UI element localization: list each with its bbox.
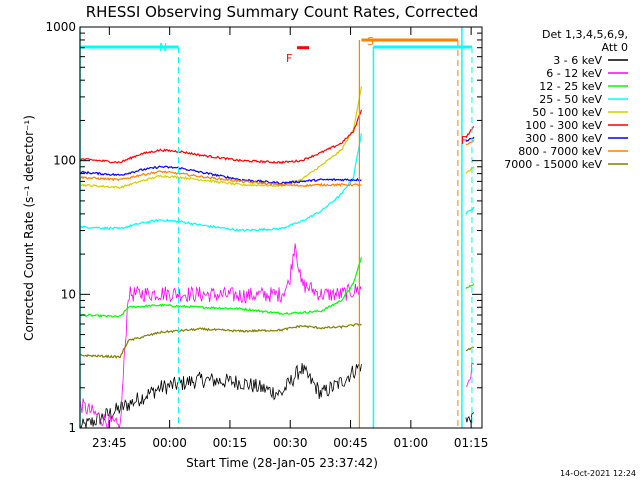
legend-label-9: 7000 - 15000 keV: [504, 158, 602, 171]
legend-label-6: 100 - 300 keV: [525, 119, 602, 132]
series-layer: [79, 86, 475, 430]
series-line-5-seg-1: [80, 86, 362, 190]
legend-label-3: 12 - 25 keV: [539, 80, 602, 93]
x-tick-label-2: 00:00: [152, 436, 187, 450]
plot-area: [80, 27, 482, 428]
x-tick-label-5: 00:45: [333, 436, 368, 450]
series-line-1-seg-2: [465, 412, 475, 424]
x-tick-label-3: 00:15: [213, 436, 248, 450]
plot-frame: [79, 26, 483, 429]
series-line-4-seg-2: [465, 206, 475, 215]
x-tick-label-4: 00:30: [273, 436, 308, 450]
chart-title: RHESSI Observing Summary Count Rates, Co…: [86, 3, 479, 21]
legend-label-1: 3 - 6 keV: [553, 54, 602, 67]
series-line-6-seg-1: [79, 109, 362, 165]
series-line-2-seg-1: [79, 243, 362, 429]
x-tick-label-1: 23:45: [92, 436, 127, 450]
footer-date: 14-Oct-2021 12:24: [560, 469, 636, 478]
y-tick-label-2: 10: [61, 287, 76, 301]
y-tick-label-3: 100: [53, 154, 76, 168]
y-tick-label-1: 1: [68, 421, 76, 435]
annotation-2: F: [286, 52, 292, 65]
y-axis-label: Corrected Count Rate (s⁻¹ detector⁻¹): [22, 115, 36, 341]
series-line-1-seg-1: [79, 363, 362, 430]
plot-background: [80, 27, 482, 428]
series-line-7-seg-1: [79, 165, 362, 185]
axes: [79, 26, 483, 429]
series-line-7-seg-2: [465, 136, 475, 142]
legend-label-7: 300 - 800 keV: [525, 132, 602, 145]
series-line-9-seg-1: [79, 323, 362, 359]
series-line-8-seg-2: [465, 139, 475, 146]
series-line-2-seg-2: [465, 362, 475, 387]
legend-header-2: Att 0: [602, 41, 628, 54]
legend-label-2: 6 - 12 keV: [546, 67, 602, 80]
y-tick-label-4: 1000: [45, 20, 76, 34]
series-line-4-seg-1: [79, 133, 362, 233]
series-line-8-seg-1: [80, 170, 362, 188]
series-line-9-seg-2: [465, 346, 475, 352]
legend-label-5: 50 - 100 keV: [532, 106, 602, 119]
legend-header-1: Det 1,3,4,5,6,9,: [542, 28, 628, 41]
series-line-3-seg-1: [79, 256, 362, 319]
x-tick-label-6: 01:00: [394, 436, 429, 450]
annotation-1: N: [159, 41, 167, 54]
legend-label-8: 800 - 7000 keV: [518, 145, 602, 158]
x-axis-label: Start Time (28-Jan-05 23:37:42): [186, 456, 378, 470]
series-line-3-seg-2: [465, 283, 475, 290]
series-line-5-seg-2: [465, 166, 475, 174]
legend-label-4: 25 - 50 keV: [539, 93, 602, 106]
tick-labels: 23:45 00:00 00:15 00:30 00:45 01:00 01:15 1 10 10…: [45, 20, 488, 450]
annotation-4: F: [461, 134, 467, 147]
x-tick-label-7: 01:15: [454, 436, 489, 450]
series-line-6-seg-2: [465, 125, 475, 139]
annotation-3: S: [367, 35, 374, 48]
